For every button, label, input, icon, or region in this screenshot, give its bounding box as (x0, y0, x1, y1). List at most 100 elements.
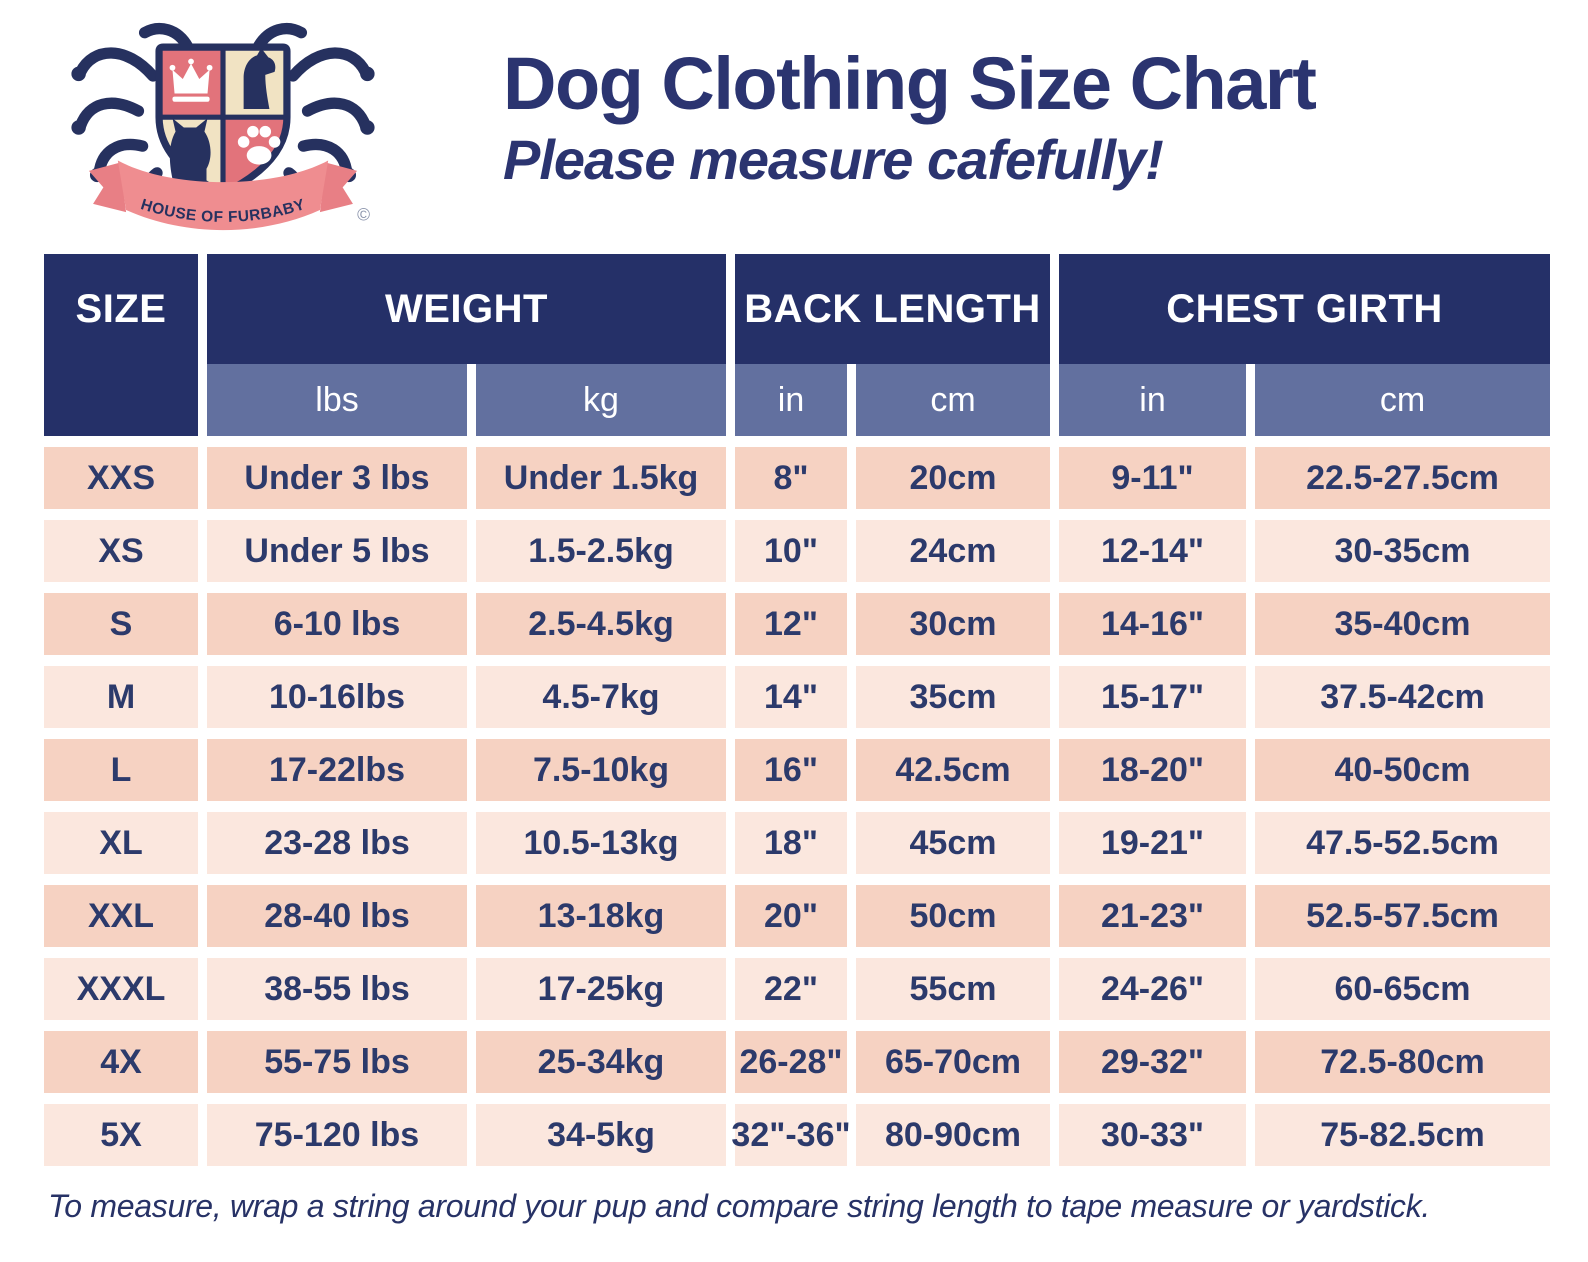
value-cell: 4.5-7kg (476, 666, 726, 728)
value-cell: Under 1.5kg (476, 447, 726, 509)
size-cell: 4X (44, 1031, 198, 1093)
size-cell: XS (44, 520, 198, 582)
page-subtitle: Please measure cafefully! (503, 128, 1164, 192)
value-cell: Under 5 lbs (207, 520, 467, 582)
value-cell: 17-25kg (476, 958, 726, 1020)
value-cell: 55cm (856, 958, 1050, 1020)
table-row: XXL 28-40 lbs 13-18kg 20" 50cm 21-23" 52.5-57.… (44, 885, 1550, 947)
value-cell: 30-33" (1059, 1104, 1246, 1166)
cat-icon (169, 118, 211, 184)
size-cell: L (44, 739, 198, 801)
value-cell: 50cm (856, 885, 1050, 947)
value-cell: 80-90cm (856, 1104, 1050, 1166)
value-cell: 37.5-42cm (1255, 666, 1550, 728)
value-cell: 32"-36" (731, 1104, 851, 1166)
value-cell: 25-34kg (476, 1031, 726, 1093)
value-cell: 21-23" (1059, 885, 1246, 947)
logo: HOUSE OF FURBABY © (58, 16, 388, 238)
value-cell: 19-21" (1059, 812, 1246, 874)
value-cell: 60-65cm (1255, 958, 1550, 1020)
ribbon-banner: HOUSE OF FURBABY (88, 160, 358, 231)
size-cell: XXL (44, 885, 198, 947)
size-cell: 5X (44, 1104, 198, 1166)
table-row: XXS Under 3 lbs Under 1.5kg 8" 20cm 9-11" 22.5… (44, 447, 1550, 509)
subheader-back-in: in (735, 364, 847, 436)
table-row: S 6-10 lbs 2.5-4.5kg 12" 30cm 14-16" 35-40cm (44, 593, 1550, 655)
value-cell: 16" (735, 739, 847, 801)
header-group-chest-girth: CHEST GIRTH in cm (1059, 254, 1550, 436)
page-title: Dog Clothing Size Chart (503, 42, 1317, 125)
value-cell: 30-35cm (1255, 520, 1550, 582)
value-cell: 72.5-80cm (1255, 1031, 1550, 1093)
value-cell: 75-82.5cm (1255, 1104, 1550, 1166)
crest-logo: HOUSE OF FURBABY © (71, 23, 375, 231)
value-cell: 12" (735, 593, 847, 655)
subheader-lbs: lbs (207, 364, 467, 436)
value-cell: 6-10 lbs (207, 593, 467, 655)
value-cell: 18" (735, 812, 847, 874)
value-cell: 14" (735, 666, 847, 728)
value-cell: Under 3 lbs (207, 447, 467, 509)
header-chest-girth-label: CHEST GIRTH (1059, 254, 1550, 364)
table-row: 4X 55-75 lbs 25-34kg 26-28" 65-70cm 29-32" 72.… (44, 1031, 1550, 1093)
size-cell: XXXL (44, 958, 198, 1020)
measuring-instructions: To measure, wrap a string around your pu… (48, 1188, 1431, 1224)
table-row: 5X 75-120 lbs 34-5kg 32"-36" 80-90cm 30-33" 75… (44, 1104, 1550, 1166)
value-cell: 20cm (856, 447, 1050, 509)
table-row: XL 23-28 lbs 10.5-13kg 18" 45cm 19-21" 47.5-52… (44, 812, 1550, 874)
value-cell: 15-17" (1059, 666, 1246, 728)
value-cell: 42.5cm (856, 739, 1050, 801)
value-cell: 28-40 lbs (207, 885, 467, 947)
subheader-kg: kg (476, 364, 726, 436)
value-cell: 10" (735, 520, 847, 582)
value-cell: 10-16lbs (207, 666, 467, 728)
size-chart-table: SIZE WEIGHT lbs kg BACK LENGTH in cm CHE… (44, 254, 1550, 1166)
header-weight-label: WEIGHT (207, 254, 726, 364)
value-cell: 13-18kg (476, 885, 726, 947)
value-cell: 24cm (856, 520, 1050, 582)
table-row: M 10-16lbs 4.5-7kg 14" 35cm 15-17" 37.5-42cm (44, 666, 1550, 728)
subheader-back-cm: cm (856, 364, 1050, 436)
value-cell: 1.5-2.5kg (476, 520, 726, 582)
table-row: XXXL 38-55 lbs 17-25kg 22" 55cm 24-26" 60-65cm (44, 958, 1550, 1020)
size-cell: XL (44, 812, 198, 874)
value-cell: 7.5-10kg (476, 739, 726, 801)
value-cell: 30cm (856, 593, 1050, 655)
value-cell: 22" (735, 958, 847, 1020)
value-cell: 17-22lbs (207, 739, 467, 801)
table-body: XXS Under 3 lbs Under 1.5kg 8" 20cm 9-11" 22.5… (44, 447, 1550, 1166)
value-cell: 2.5-4.5kg (476, 593, 726, 655)
value-cell: 18-20" (1059, 739, 1246, 801)
value-cell: 23-28 lbs (207, 812, 467, 874)
table-row: L 17-22lbs 7.5-10kg 16" 42.5cm 18-20" 40-50cm (44, 739, 1550, 801)
table-row: XS Under 5 lbs 1.5-2.5kg 10" 24cm 12-14" 30-35… (44, 520, 1550, 582)
value-cell: 29-32" (1059, 1031, 1246, 1093)
crown-icon (169, 58, 213, 102)
value-cell: 35-40cm (1255, 593, 1550, 655)
value-cell: 38-55 lbs (207, 958, 467, 1020)
paw-icon (237, 125, 281, 165)
value-cell: 14-16" (1059, 593, 1246, 655)
title-block: Dog Clothing Size Chart Please measure c… (503, 42, 1317, 192)
shield-icon (155, 43, 291, 198)
header-group-weight: WEIGHT lbs kg (207, 254, 726, 436)
subheader-chest-cm: cm (1255, 364, 1550, 436)
value-cell: 34-5kg (476, 1104, 726, 1166)
value-cell: 35cm (856, 666, 1050, 728)
subheader-chest-in: in (1059, 364, 1246, 436)
value-cell: 22.5-27.5cm (1255, 447, 1550, 509)
header-group-back-length: BACK LENGTH in cm (735, 254, 1050, 436)
table-header: SIZE WEIGHT lbs kg BACK LENGTH in cm CHE… (44, 254, 1550, 436)
copyright-symbol: © (357, 204, 370, 224)
value-cell: 9-11" (1059, 447, 1246, 509)
value-cell: 75-120 lbs (207, 1104, 467, 1166)
value-cell: 20" (735, 885, 847, 947)
value-cell: 45cm (856, 812, 1050, 874)
value-cell: 55-75 lbs (207, 1031, 467, 1093)
header-size: SIZE (44, 254, 198, 436)
size-cell: S (44, 593, 198, 655)
value-cell: 65-70cm (856, 1031, 1050, 1093)
value-cell: 10.5-13kg (476, 812, 726, 874)
value-cell: 12-14" (1059, 520, 1246, 582)
